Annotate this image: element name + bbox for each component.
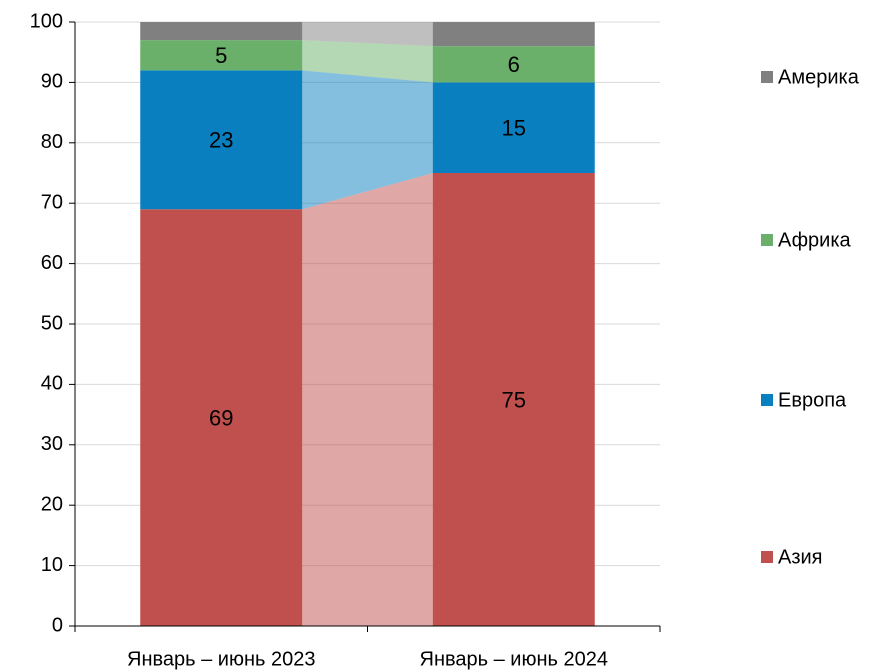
legend-swatch bbox=[761, 234, 773, 246]
legend-label: Азия bbox=[778, 546, 823, 568]
legend-label: Америка bbox=[778, 66, 860, 88]
bar-segment bbox=[432, 82, 595, 173]
bar-segment bbox=[140, 209, 303, 627]
legend-swatch bbox=[761, 551, 773, 563]
y-tick-label: 90 bbox=[41, 71, 63, 93]
y-tick-label: 50 bbox=[41, 312, 63, 334]
y-tick-label: 60 bbox=[41, 252, 63, 274]
connector bbox=[302, 70, 433, 210]
legend-swatch bbox=[761, 394, 773, 406]
legend-label: Европа bbox=[778, 389, 847, 411]
y-tick-label: 100 bbox=[30, 10, 63, 32]
y-tick-label: 80 bbox=[41, 131, 63, 153]
x-tick-label: Январь – июнь 2024 bbox=[420, 648, 608, 670]
bar-segment bbox=[140, 70, 303, 210]
y-tick-label: 20 bbox=[41, 493, 63, 515]
data-label: 6 bbox=[508, 52, 520, 77]
y-tick-label: 70 bbox=[41, 191, 63, 213]
connector bbox=[302, 173, 433, 626]
bar-segment bbox=[432, 22, 595, 47]
y-tick-label: 0 bbox=[52, 614, 63, 636]
data-label: 69 bbox=[209, 405, 233, 430]
bar-segment bbox=[432, 173, 595, 626]
data-label: 15 bbox=[502, 116, 526, 141]
connector bbox=[302, 22, 433, 47]
bar-segment bbox=[432, 46, 595, 83]
data-label: 23 bbox=[209, 128, 233, 153]
y-tick-label: 30 bbox=[41, 433, 63, 455]
legend-swatch bbox=[761, 71, 773, 83]
bar-segment bbox=[140, 22, 303, 41]
x-tick-label: Январь – июнь 2023 bbox=[127, 648, 315, 670]
legend-label: Африка bbox=[778, 229, 852, 251]
y-tick-label: 10 bbox=[41, 554, 63, 576]
data-label: 5 bbox=[215, 43, 227, 68]
y-tick-label: 40 bbox=[41, 373, 63, 395]
data-label: 75 bbox=[502, 387, 526, 412]
bar-segment bbox=[140, 40, 303, 71]
connector bbox=[302, 40, 433, 83]
